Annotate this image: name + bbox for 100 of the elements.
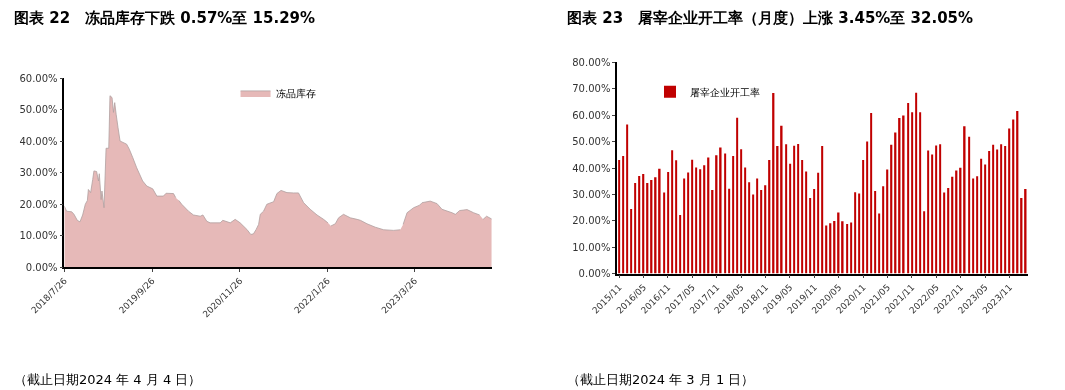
bar — [976, 176, 979, 274]
bar — [829, 223, 832, 274]
bar — [675, 160, 678, 274]
y-tick-label: 60.00% — [572, 109, 611, 121]
bar — [1024, 189, 1027, 274]
bar — [736, 117, 739, 274]
bar — [801, 160, 804, 274]
bar — [919, 112, 922, 274]
bar — [671, 150, 674, 274]
bar — [1012, 119, 1015, 274]
bar — [618, 160, 621, 274]
bar — [915, 92, 918, 274]
text: （截止日期2024 年 3 月 1 日） — [567, 372, 755, 387]
bar — [732, 156, 735, 274]
bar — [719, 147, 722, 274]
bar — [707, 157, 710, 274]
y-tick-label: 20.00% — [19, 198, 58, 210]
bar — [825, 225, 828, 274]
bar — [813, 189, 816, 274]
bar — [858, 193, 861, 274]
bar — [907, 103, 910, 274]
bar — [646, 183, 649, 274]
bar — [748, 182, 751, 274]
bar — [1000, 144, 1003, 274]
y-tick-label: 20.00% — [572, 215, 611, 227]
bar — [911, 112, 914, 274]
y-tick-label: 40.00% — [19, 135, 58, 147]
bar — [874, 190, 877, 274]
bar — [882, 186, 885, 274]
bar — [658, 168, 661, 274]
bar — [878, 213, 881, 274]
bar — [846, 223, 849, 274]
bar — [963, 126, 966, 274]
bar — [862, 160, 865, 274]
bar — [968, 136, 971, 274]
bar — [923, 211, 926, 274]
y-tick-label: 30.00% — [19, 167, 58, 179]
bar — [687, 172, 690, 274]
bar — [744, 167, 747, 274]
bar — [785, 144, 788, 274]
bar — [663, 192, 666, 274]
bar — [809, 198, 812, 274]
bar — [931, 154, 934, 274]
bar — [805, 171, 808, 274]
bar — [854, 192, 857, 274]
bar — [679, 214, 682, 274]
bar — [870, 113, 873, 274]
bar — [622, 156, 625, 274]
bar — [638, 175, 641, 274]
bar — [760, 189, 763, 274]
chart-title: 图表 22 冻品库存下跌 0.57%至 15.29% — [14, 9, 316, 27]
bar — [943, 192, 946, 274]
bar — [980, 158, 983, 274]
bar — [951, 176, 954, 274]
text: （截止日期2024 年 4 月 4 日） — [14, 372, 202, 387]
y-tick-label: 10.00% — [19, 230, 58, 242]
bar — [890, 144, 893, 274]
bar — [667, 171, 670, 274]
bar — [996, 149, 999, 274]
bar — [939, 144, 942, 274]
bar — [797, 143, 800, 274]
bar — [789, 163, 792, 274]
y-tick-label: 50.00% — [572, 136, 611, 148]
bar — [1008, 128, 1011, 274]
bar — [886, 169, 889, 274]
y-tick-label: 0.00% — [25, 261, 58, 273]
bar — [724, 153, 727, 274]
bar — [728, 188, 731, 274]
bar — [947, 188, 950, 274]
bar — [634, 183, 637, 274]
bar — [793, 145, 796, 274]
bar — [764, 185, 767, 274]
y-tick-label: 30.00% — [572, 188, 611, 200]
y-tick-label: 10.00% — [572, 241, 611, 253]
bar — [972, 178, 975, 274]
legend-label: 屠宰企业开工率 — [690, 86, 760, 98]
y-tick-label: 70.00% — [572, 83, 611, 95]
bar — [756, 178, 759, 274]
bar — [703, 165, 706, 274]
y-tick-label: 40.00% — [572, 162, 611, 174]
bar — [1004, 146, 1007, 274]
bar — [780, 125, 783, 274]
bar — [630, 208, 633, 274]
bar — [740, 149, 743, 274]
bar — [992, 144, 995, 274]
bar — [850, 222, 853, 274]
y-tick-label: 80.00% — [572, 56, 611, 68]
y-tick-label: 0.00% — [578, 268, 611, 280]
chart-title: 图表 23 屠宰企业开工率（月度）上涨 3.45%至 32.05% — [567, 9, 974, 27]
bar — [984, 164, 987, 274]
bar — [691, 159, 694, 274]
y-tick-label: 60.00% — [19, 72, 58, 84]
legend-label: 冻品库存 — [275, 87, 316, 99]
bar — [695, 167, 698, 274]
bar — [642, 174, 645, 274]
bar — [988, 151, 991, 274]
bar — [935, 145, 938, 274]
bar — [902, 115, 905, 274]
bar — [817, 172, 820, 274]
bar — [683, 178, 686, 274]
